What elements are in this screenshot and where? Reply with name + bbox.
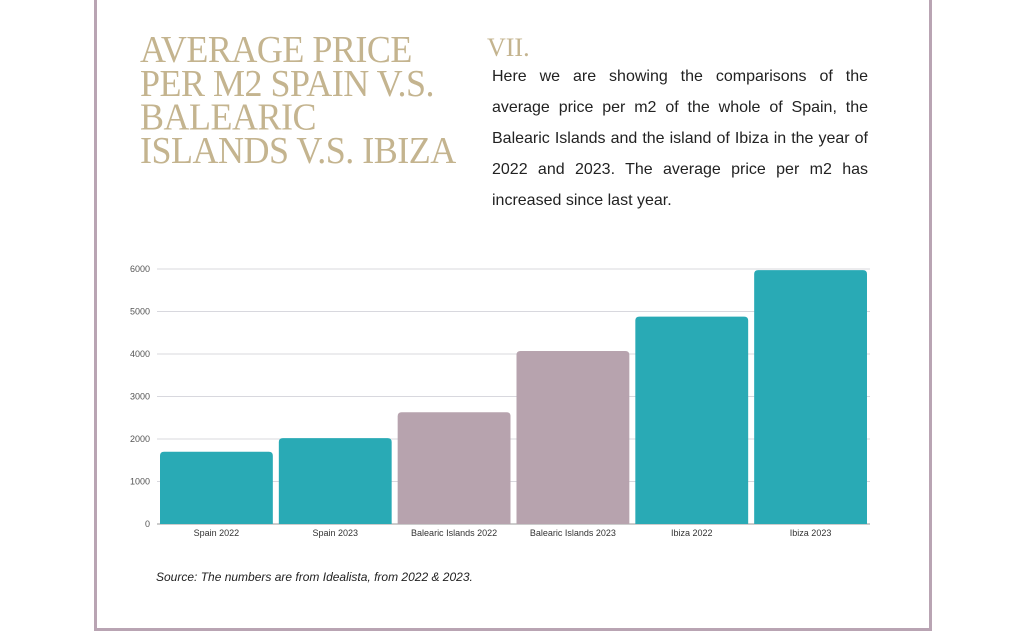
y-tick-label: 3000 [130, 392, 150, 402]
source-note: Source: The numbers are from Idealista, … [156, 570, 473, 584]
y-tick-label: 5000 [130, 307, 150, 317]
bar [754, 270, 867, 524]
bar [516, 351, 630, 524]
y-tick-label: 1000 [130, 477, 150, 487]
bar [278, 438, 392, 524]
y-tick-label: 4000 [130, 349, 150, 359]
description: Here we are showing the comparisons of t… [492, 68, 868, 209]
bar [160, 451, 273, 524]
x-tick-label: Spain 2022 [194, 528, 240, 538]
y-tick-label: 0 [145, 519, 150, 529]
page-title: Average price per m2 Spain v.s. Balearic… [140, 28, 456, 172]
bar [397, 412, 511, 524]
section-number: VII. [487, 33, 530, 62]
x-tick-label: Ibiza 2023 [790, 528, 832, 538]
x-tick-label: Ibiza 2022 [671, 528, 713, 538]
y-tick-label: 6000 [130, 264, 150, 274]
y-tick-label: 2000 [130, 434, 150, 444]
x-tick-label: Spain 2023 [312, 528, 358, 538]
x-tick-label: Balearic Islands 2022 [411, 528, 497, 538]
x-tick-label: Balearic Islands 2023 [530, 528, 616, 538]
bar [635, 316, 749, 524]
